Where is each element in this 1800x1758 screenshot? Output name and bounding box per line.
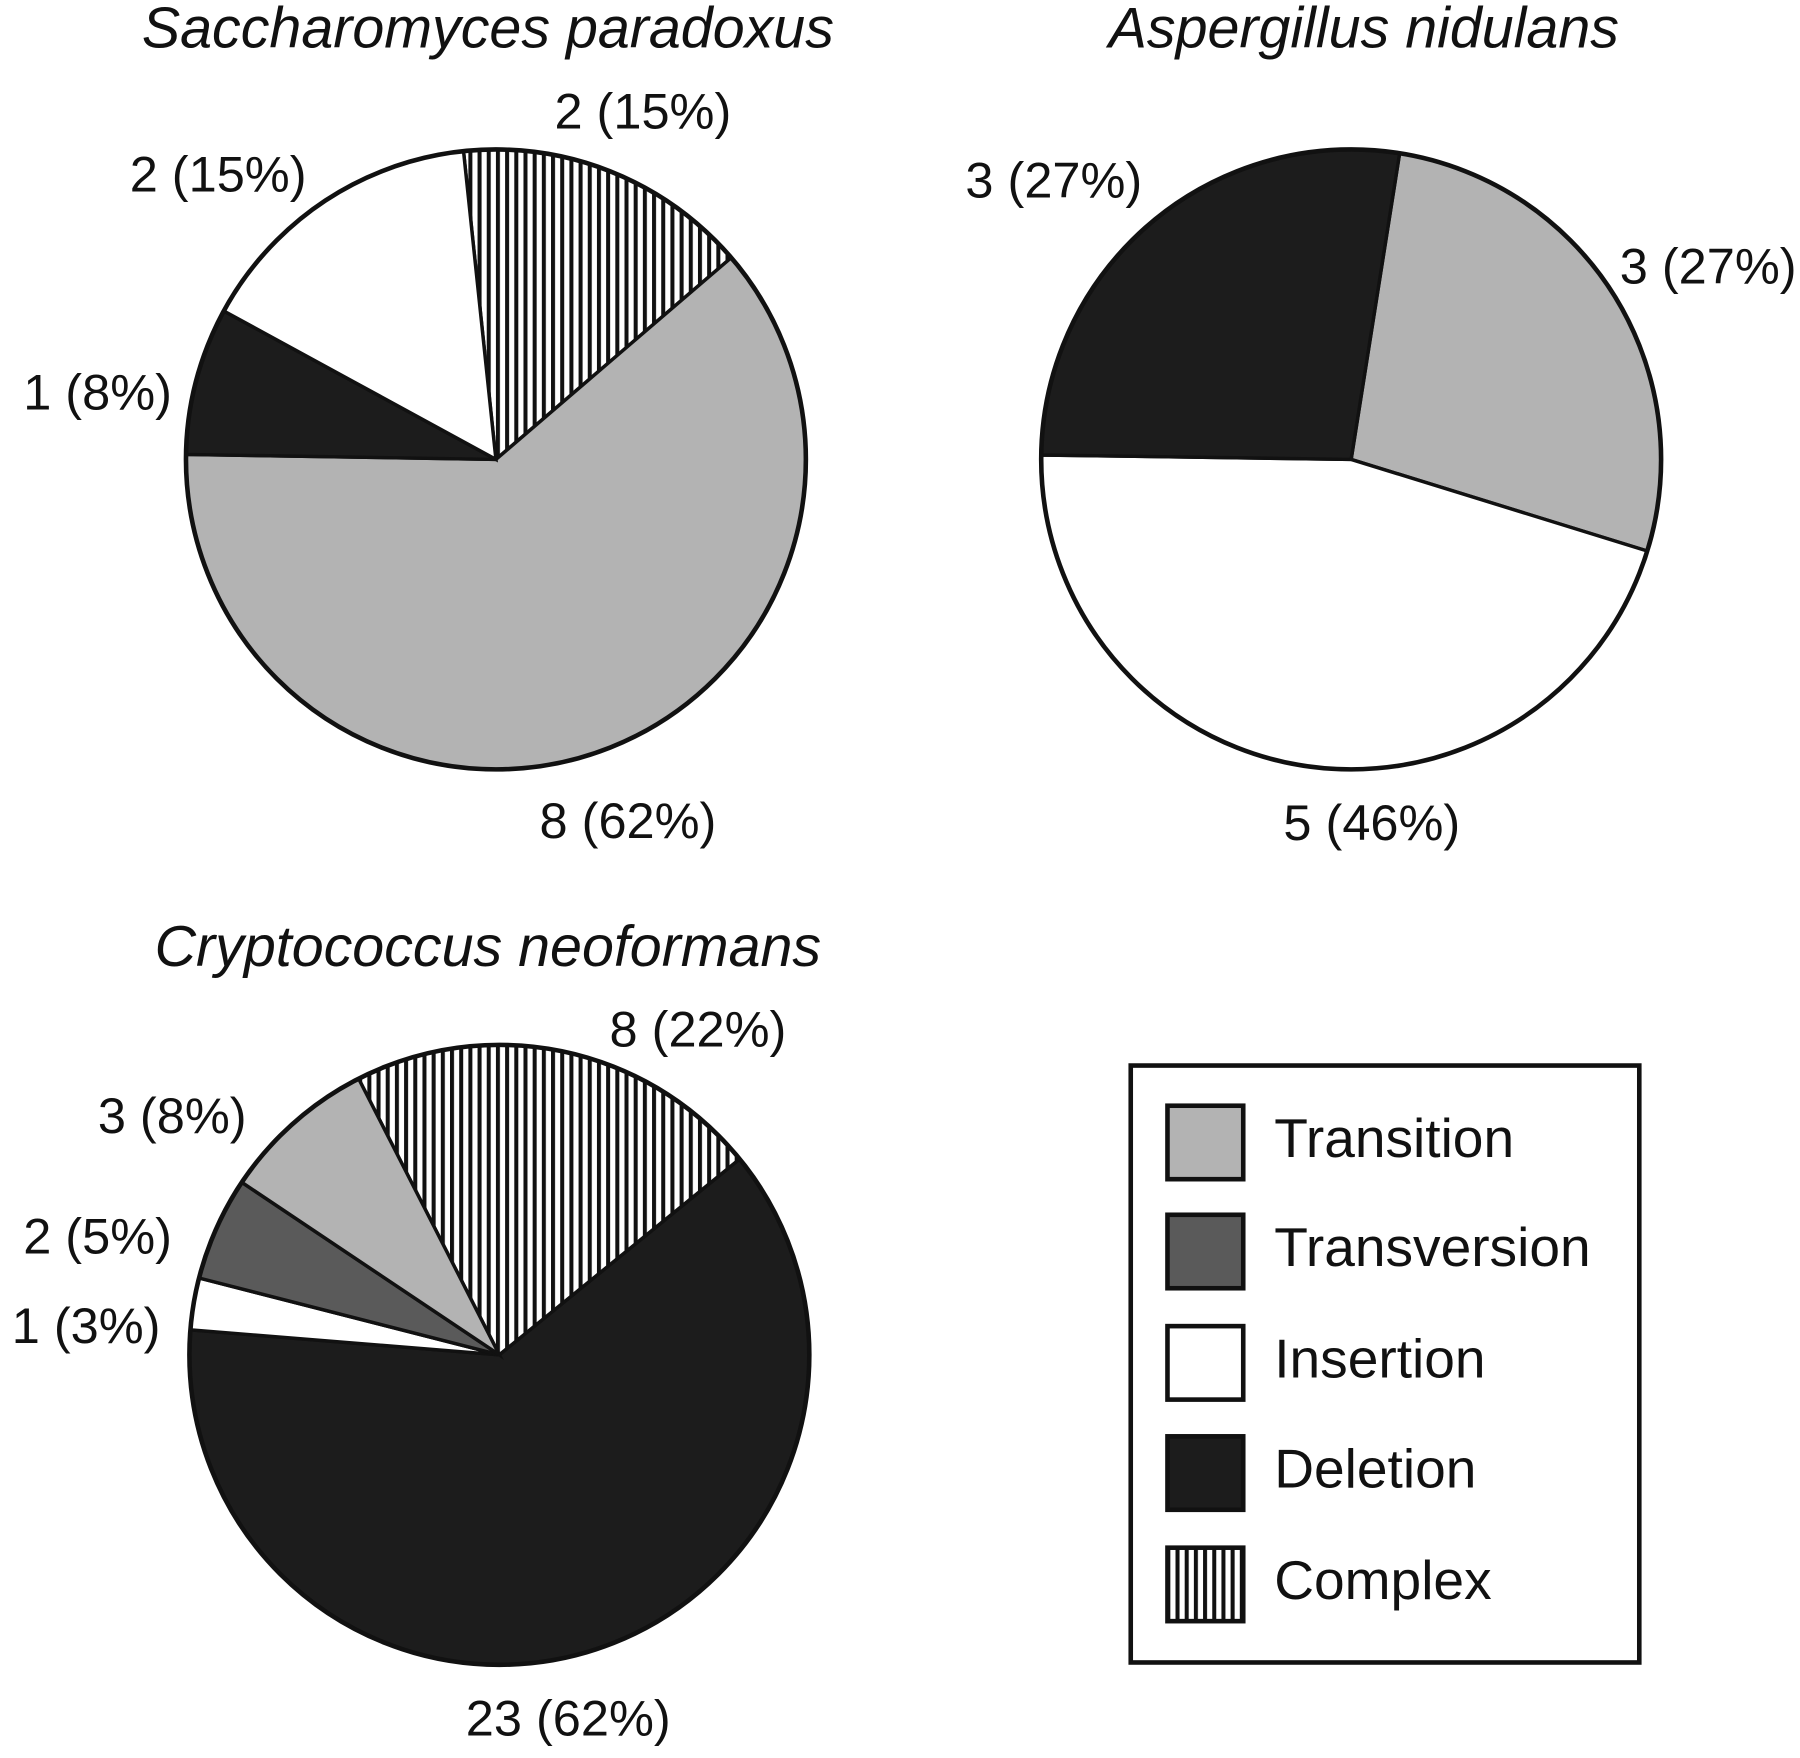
- pie-outline: [183, 147, 809, 772]
- data-label: 5 (46%): [1283, 794, 1460, 851]
- data-label: 3 (8%): [98, 1087, 247, 1144]
- data-label: 3 (27%): [1620, 237, 1797, 294]
- data-label: 2 (15%): [130, 146, 307, 203]
- data-label: 8 (22%): [610, 1001, 787, 1058]
- data-label: 8 (62%): [540, 792, 717, 849]
- pie-outline: [1038, 147, 1664, 772]
- legend-swatch: [1165, 1212, 1246, 1291]
- legend-swatch: [1165, 1323, 1246, 1402]
- data-label: 3 (27%): [965, 151, 1142, 208]
- legend-swatch: [1165, 1103, 1246, 1182]
- legend-swatch: [1165, 1545, 1246, 1624]
- pie-outline: [187, 1042, 812, 1668]
- legend-label: Insertion: [1274, 1327, 1485, 1389]
- legend-box: [1128, 1063, 1642, 1665]
- chart-title: Cryptococcus neoformans: [155, 915, 821, 979]
- legend-label: Transversion: [1274, 1216, 1590, 1278]
- data-label: 1 (3%): [12, 1297, 161, 1354]
- legend-label: Complex: [1274, 1549, 1491, 1611]
- data-label: 23 (62%): [466, 1690, 671, 1747]
- legend-label: Deletion: [1274, 1438, 1476, 1500]
- chart-title: Aspergillus nidulans: [1106, 0, 1619, 61]
- data-label: 2 (15%): [554, 82, 731, 139]
- legend-swatch: [1165, 1434, 1246, 1513]
- legend-label: Transition: [1274, 1107, 1514, 1169]
- chart-title: Saccharomyces paradoxus: [142, 0, 834, 61]
- data-label: 2 (5%): [23, 1207, 172, 1264]
- data-label: 1 (8%): [23, 364, 172, 421]
